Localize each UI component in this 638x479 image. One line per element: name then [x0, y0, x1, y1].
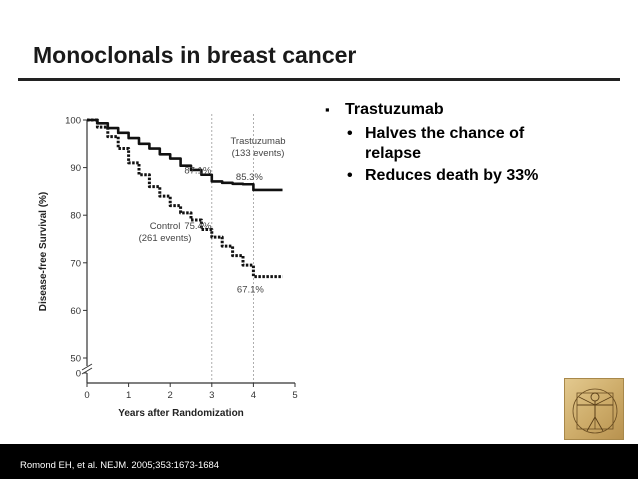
survival-chart: 0 50 60 70 80 90 100 0 1 2 3 4 5 Years after Randomiz…: [30, 92, 315, 432]
axis-break-mark: [81, 363, 93, 371]
bullet-main-text: Trastuzumab: [345, 101, 444, 118]
dot-bullet-icon: •: [347, 167, 353, 184]
bullet-trastuzumab: ▪ Trastuzumab: [325, 100, 625, 120]
slide-title: Monoclonals in breast cancer: [33, 42, 357, 68]
x-tick-label: 1: [126, 390, 131, 401]
y-axis-title: Disease-free Survival (%): [38, 192, 49, 312]
vitruvian-man-thumbnail: [564, 378, 624, 440]
y-tick-label: 50: [70, 354, 81, 365]
survival-chart-svg: 0 50 60 70 80 90 100 0 1 2 3 4 5 Years after Randomiz…: [38, 114, 298, 419]
series-line-trastuzumab: [87, 118, 283, 192]
y-tick-label: 0: [76, 369, 81, 380]
data-label: 67.1%: [237, 285, 264, 296]
dot-bullet-icon: •: [347, 125, 353, 142]
footer-bar: Romond EH, et al. NEJM. 2005;353:1673-16…: [0, 444, 638, 479]
sub-bullet-relapse: • Halves the chance of relapse: [347, 124, 557, 164]
y-tick-label: 80: [70, 211, 81, 222]
x-tick-label: 0: [84, 390, 89, 401]
x-tick-label: 2: [168, 390, 173, 401]
sub-bullet-death: • Reduces death by 33%: [347, 166, 557, 186]
x-tick-label: 3: [209, 390, 214, 401]
y-tick-label: 60: [70, 306, 81, 317]
square-bullet-icon: ▪: [325, 102, 330, 117]
sub-bullet-list: • Halves the chance of relapse • Reduces…: [325, 124, 625, 186]
data-label: 87.1%: [184, 165, 211, 176]
data-label: 85.3%: [236, 172, 263, 183]
sub-bullet-text: Halves the chance of relapse: [365, 125, 525, 162]
x-tick-label: 4: [251, 390, 256, 401]
y-tick-label: 100: [65, 116, 81, 127]
sub-bullet-text: Reduces death by 33%: [365, 167, 539, 184]
series-label-trastuzumab: Trastuzumab (133 events): [230, 136, 285, 159]
y-tick-label: 70: [70, 258, 81, 269]
series-line-control: [87, 118, 283, 279]
vitruvian-man-icon: [572, 388, 618, 434]
bullet-list: ▪ Trastuzumab • Halves the chance of rel…: [325, 100, 625, 188]
title-divider: [18, 78, 620, 81]
x-tick-label: 5: [292, 390, 297, 401]
y-tick-label: 90: [70, 163, 81, 174]
x-axis-title: Years after Randomization: [118, 408, 244, 419]
citation-text: Romond EH, et al. NEJM. 2005;353:1673-16…: [20, 460, 220, 471]
data-label: 75.4%: [184, 221, 211, 232]
series-label-control: Control (261 events): [139, 221, 192, 244]
